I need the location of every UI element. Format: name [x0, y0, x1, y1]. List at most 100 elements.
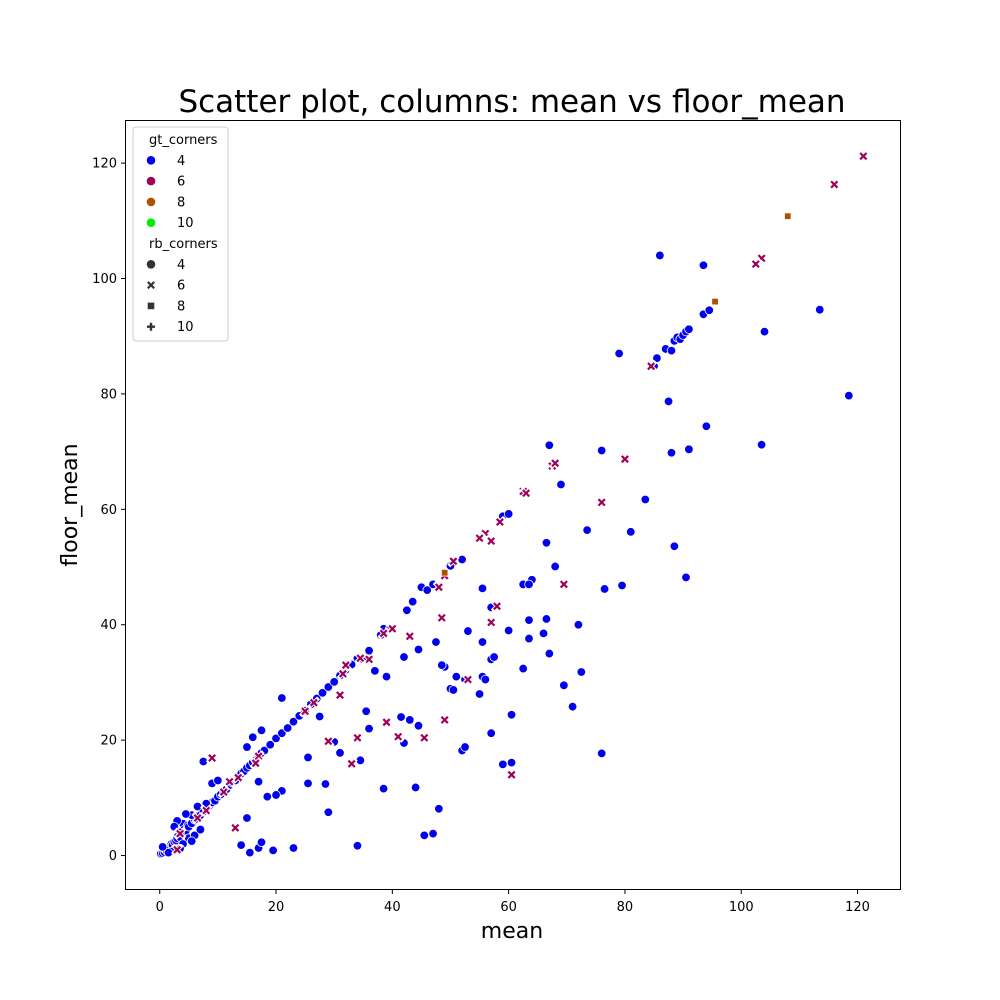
data-point — [749, 257, 762, 271]
data-point — [322, 735, 335, 748]
data-point — [541, 614, 552, 624]
data-point — [271, 790, 281, 800]
data-point — [451, 671, 462, 682]
data-point — [596, 748, 607, 759]
data-point — [447, 555, 460, 568]
data-point — [288, 716, 299, 727]
data-point — [377, 627, 390, 640]
data-point — [756, 440, 767, 450]
data-point — [784, 212, 792, 220]
data-point — [473, 532, 486, 545]
data-point — [361, 706, 371, 716]
data-point — [503, 625, 514, 636]
legend-hue-marker — [146, 176, 156, 186]
data-point — [541, 538, 552, 548]
data-point — [370, 666, 380, 676]
data-point — [391, 730, 405, 743]
data-point — [265, 740, 275, 750]
data-point — [336, 667, 350, 680]
data-point — [298, 705, 312, 718]
x-tick-label: 20 — [268, 900, 285, 915]
x-tick-label: 40 — [384, 900, 401, 915]
data-point — [828, 178, 841, 191]
data-point — [171, 843, 184, 856]
data-point — [277, 693, 287, 703]
data-point — [485, 616, 498, 629]
data-point — [364, 723, 374, 734]
data-point — [701, 421, 712, 431]
legend-box — [132, 126, 229, 342]
data-point — [364, 645, 374, 656]
data-point — [644, 360, 658, 373]
data-point — [402, 605, 412, 616]
data-point — [434, 804, 444, 814]
data-point — [213, 775, 223, 786]
data-point — [477, 583, 488, 594]
data-point — [277, 728, 287, 738]
data-point — [524, 615, 534, 625]
data-point — [506, 710, 517, 720]
data-point — [223, 775, 236, 788]
legend-style-label: 6 — [177, 279, 185, 294]
data-point — [396, 712, 406, 722]
x-axis: 0 20 40 60 80 100 120 — [156, 889, 870, 915]
data-point — [252, 750, 265, 763]
data-point — [303, 778, 313, 789]
data-point — [518, 663, 528, 674]
data-point — [556, 479, 566, 490]
data-point — [759, 326, 770, 337]
data-point — [248, 732, 258, 742]
data-point — [232, 771, 245, 784]
data-point — [354, 652, 367, 665]
data-point — [339, 658, 352, 672]
legend-style-label: 4 — [177, 258, 185, 273]
data-point — [173, 827, 187, 840]
chart-title: Scatter plot, columns: mean vs floor_mea… — [178, 84, 845, 120]
data-point — [380, 716, 393, 729]
legend-style-marker — [147, 281, 155, 290]
data-point — [844, 390, 854, 401]
data-point — [669, 541, 680, 551]
data-point — [544, 648, 555, 659]
x-tick-label: 120 — [845, 900, 870, 915]
data-point — [314, 711, 325, 722]
data-point — [618, 452, 632, 466]
data-point — [249, 757, 262, 770]
data-point — [268, 845, 278, 856]
legend-hue-title: gt_corners — [149, 133, 218, 148]
data-point — [666, 345, 677, 356]
data-point — [498, 759, 508, 770]
data-point — [477, 637, 488, 647]
x-axis-label: mean — [481, 919, 543, 944]
data-point — [596, 445, 607, 456]
data-point — [576, 667, 587, 677]
data-point — [557, 578, 571, 591]
data-point — [704, 305, 714, 315]
data-point — [573, 620, 584, 630]
plot-points — [156, 150, 870, 859]
data-point — [191, 811, 204, 825]
data-point — [485, 534, 498, 548]
data-point — [253, 776, 264, 787]
legend-hue-marker — [146, 197, 156, 207]
data-point — [490, 600, 504, 613]
data-point — [815, 304, 825, 315]
data-point — [262, 791, 273, 802]
legend-hue-label: 8 — [177, 195, 185, 210]
data-point — [229, 821, 242, 835]
data-point — [711, 297, 719, 306]
data-point — [333, 688, 347, 702]
data-point — [461, 673, 475, 686]
y-tick-label: 60 — [100, 503, 117, 518]
data-point — [550, 561, 560, 572]
legend: gt_corners 4 6 8 10 rb_corners 4 6 8 10 — [132, 126, 229, 342]
y-tick-label: 0 — [109, 849, 117, 864]
legend-hue-marker — [146, 218, 156, 227]
data-point — [181, 809, 191, 819]
data-point — [652, 353, 662, 363]
data-point — [505, 768, 518, 781]
data-point — [698, 260, 709, 270]
data-point — [524, 633, 534, 644]
data-point — [282, 723, 293, 733]
data-point — [438, 713, 451, 727]
